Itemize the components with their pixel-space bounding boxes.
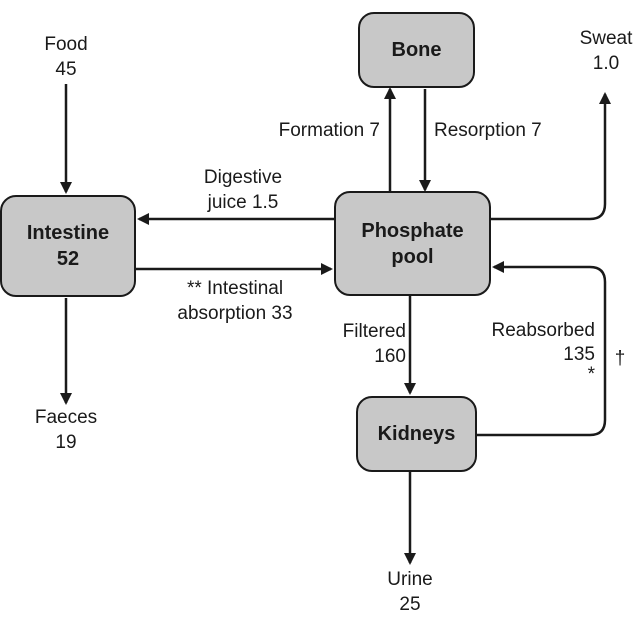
label-dagger: †: [614, 348, 626, 369]
label-food: Food 45: [44, 34, 88, 80]
label-faeces: Faeces 19: [34, 407, 98, 453]
node-kidneys: Kidneys: [356, 396, 477, 472]
node-intestine: Intestine 52: [0, 195, 136, 297]
node-bone: Bone: [358, 12, 475, 88]
label-filtered: Filtered 160: [342, 321, 406, 367]
label-reabsorbed: Reabsorbed 135 *: [491, 320, 595, 385]
node-kidneys-label: Kidneys: [377, 423, 456, 445]
node-pool-line2: pool: [391, 245, 434, 268]
arrow-kidneys-to-pool: [477, 261, 607, 437]
node-phosphate-pool: Phosphate pool: [334, 191, 491, 296]
label-sweat: Sweat 1.0: [579, 28, 633, 74]
label-formation: Formation 7: [278, 120, 380, 141]
node-bone-label: Bone: [391, 39, 442, 61]
node-intestine-value: 52: [56, 248, 80, 270]
label-resorption: Resorption 7: [434, 120, 542, 141]
label-intestinal-absorption: ** Intestinal absorption 33: [177, 278, 293, 324]
label-digestive-juice: Digestive juice 1.5: [203, 167, 283, 213]
node-intestine-name: Intestine: [26, 222, 110, 244]
label-urine: Urine 25: [387, 569, 433, 615]
arrow-pool-to-sweat: [490, 92, 611, 221]
node-pool-line1: Phosphate: [361, 219, 464, 242]
